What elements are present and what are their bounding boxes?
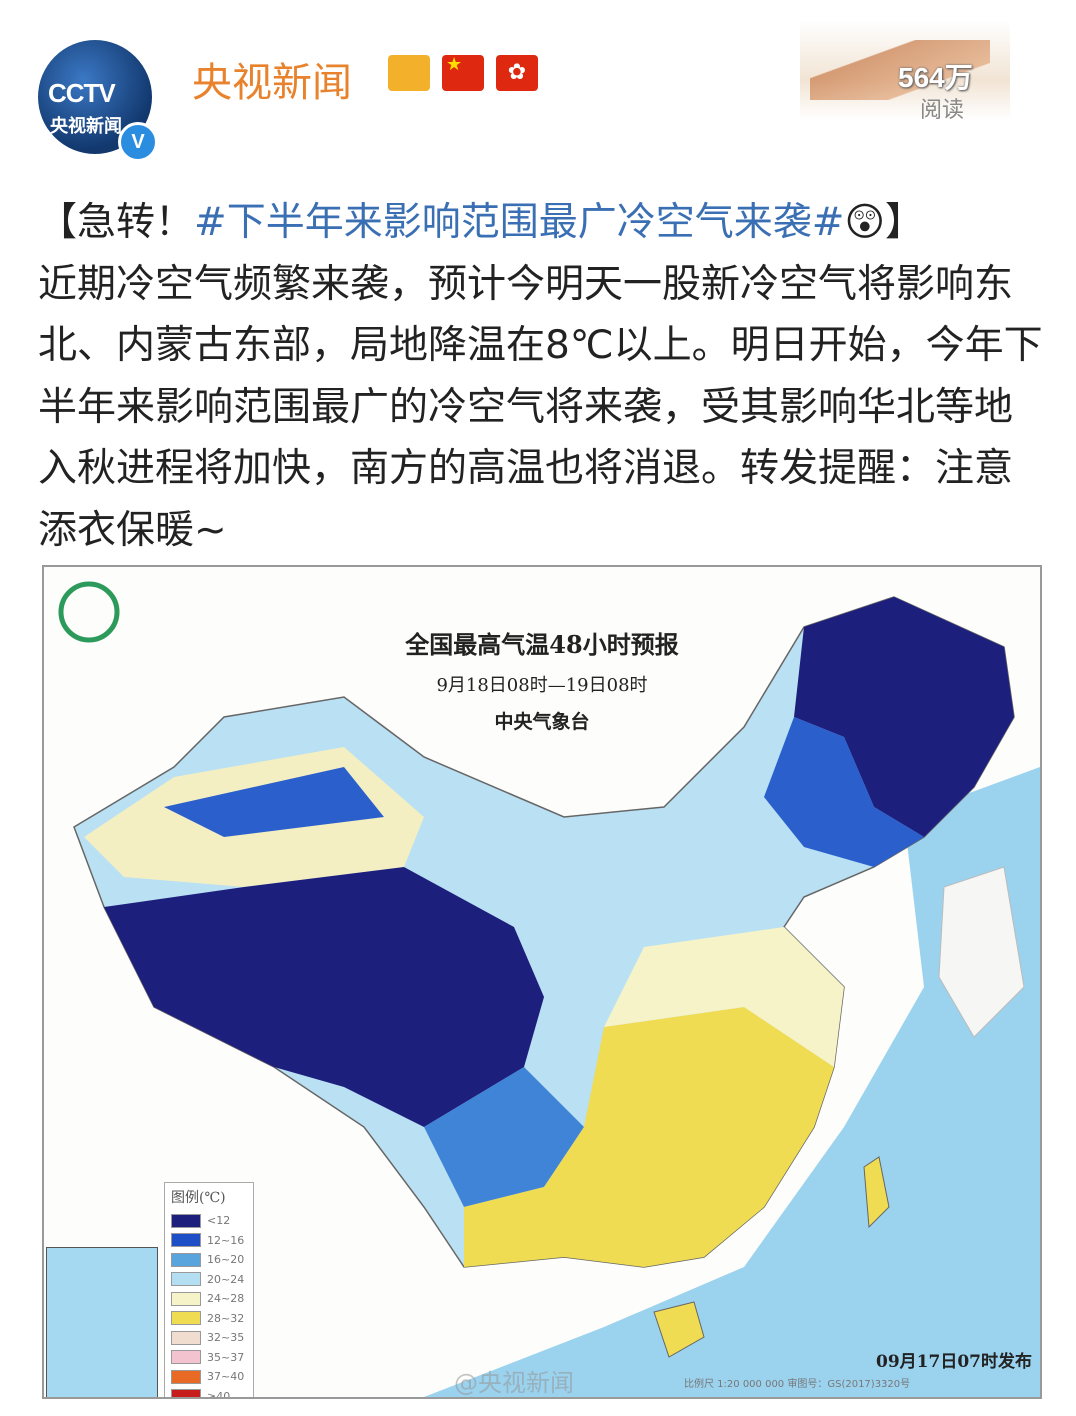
issue-time: 09月17日07时发布 <box>876 1352 1032 1372</box>
map-title: 全国最高气温48小时预报 <box>405 630 679 659</box>
legend-label: 20~24 <box>207 1272 245 1286</box>
post-headline: 【急转！#下半年来影响范围最广冷空气来袭#😲】 <box>38 192 1048 254</box>
region-southeast-mild <box>604 927 844 1067</box>
username[interactable]: 央视新闻 <box>192 60 352 106</box>
legend-item: 32~35 <box>171 1328 247 1348</box>
legend-label: 16~20 <box>207 1253 245 1267</box>
legend-item: 20~24 <box>171 1270 247 1290</box>
emoji-icon: 😲 <box>844 200 886 245</box>
legend-swatch <box>171 1272 201 1287</box>
legend-swatch <box>171 1252 201 1267</box>
avatar-subtext: 央视新闻 <box>50 116 122 137</box>
headline-open: 【急转！ <box>38 200 195 245</box>
legend-item: <12 <box>171 1211 247 1231</box>
region-northeast-cold <box>794 597 1014 837</box>
legend-label: 35~37 <box>207 1350 245 1364</box>
legend-swatch <box>171 1291 201 1306</box>
legend-label: 28~32 <box>207 1311 245 1325</box>
read-count-banner: 564万 阅读 <box>800 20 1010 123</box>
great-wall-decoration <box>810 40 990 100</box>
legend-label: 24~28 <box>207 1292 245 1306</box>
legend-item: 37~40 <box>171 1367 247 1387</box>
legend-label: <12 <box>207 1214 231 1228</box>
map-scale: 比例尺 1:20 000 000 审图号：GS(2017)3320号 <box>684 1379 911 1390</box>
legend-item: 12~16 <box>171 1231 247 1251</box>
legend-swatch <box>171 1311 201 1326</box>
legend-swatch <box>171 1330 201 1345</box>
region-tibet-cold <box>104 867 544 1127</box>
legend-swatch <box>171 1213 201 1228</box>
legend-item: 35~37 <box>171 1348 247 1368</box>
legend-label: 12~16 <box>207 1233 245 1247</box>
hainan-island <box>653 1301 705 1358</box>
ocean <box>424 767 1040 1397</box>
crown-icon <box>388 55 430 91</box>
cma-logo-icon <box>58 581 120 643</box>
south-china-sea-inset <box>46 1247 158 1397</box>
region-plateau-edge <box>424 1067 584 1207</box>
map-period: 9月18日08时—19日08时 <box>436 675 648 696</box>
read-label: 阅读 <box>920 98 965 123</box>
headline-close: 】 <box>885 200 925 245</box>
legend-swatch <box>171 1369 201 1384</box>
taiwan-island <box>863 1156 890 1229</box>
verified-icon: V <box>118 122 158 162</box>
user-badges: ★ ✿ <box>388 55 538 91</box>
hashtag-link[interactable]: #下半年来影响范围最广冷空气来袭# <box>194 200 845 245</box>
read-count: 564万 <box>898 62 973 93</box>
map-agency: 中央气象台 <box>494 711 590 733</box>
region-northeast-blue <box>764 717 924 867</box>
legend-swatch <box>171 1350 201 1365</box>
legend-label: 32~35 <box>207 1331 245 1345</box>
region-south-warm <box>464 1007 834 1267</box>
map-legend: 图例(℃) <12 12~16 16~20 20~24 24~28 28~32 32~35 3… <box>164 1182 254 1399</box>
post-text: 【急转！#下半年来影响范围最广冷空气来袭#😲】 近期冷空气频繁来袭，预计今明天一… <box>38 192 1048 561</box>
legend-label: 37~40 <box>207 1370 245 1384</box>
legend-item: ≥40 <box>171 1387 247 1399</box>
legend-item: 28~32 <box>171 1309 247 1329</box>
legend-item: 24~28 <box>171 1289 247 1309</box>
legend-swatch <box>171 1233 201 1248</box>
weibo-watermark: @央视新闻 <box>454 1369 574 1397</box>
hongkong-flag-icon: ✿ <box>496 55 538 91</box>
china-map <box>58 581 1040 1397</box>
legend-item: 16~20 <box>171 1250 247 1270</box>
legend-label: ≥40 <box>207 1389 231 1399</box>
region-tianshan <box>164 767 384 837</box>
avatar-logo-text: CCTV <box>48 78 116 108</box>
post-body: 近期冷空气频繁来袭，预计今明天一股新冷空气将影响东北、内蒙古东部，局地降温在8℃… <box>38 261 1043 553</box>
korea-japan-land <box>938 866 1025 1038</box>
forecast-map-image[interactable]: 全国最高气温48小时预报 9月18日08时—19日08时 中央气象台 图例(℃)… <box>42 565 1042 1399</box>
legend-title: 图例(℃) <box>171 1190 226 1206</box>
avatar[interactable]: CCTV 央视新闻 <box>38 40 152 154</box>
legend-swatch <box>171 1389 201 1397</box>
china-flag-icon: ★ <box>442 55 484 91</box>
